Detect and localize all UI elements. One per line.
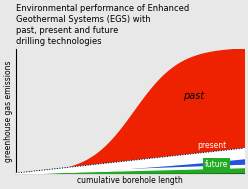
Text: past: past: [183, 91, 204, 101]
Text: present: present: [197, 141, 227, 150]
X-axis label: cumulative borehole length: cumulative borehole length: [77, 176, 183, 185]
Text: Environmental performance of Enhanced
Geothermal Systems (EGS) with
past, presen: Environmental performance of Enhanced Ge…: [16, 4, 189, 46]
Y-axis label: greenhouse gas emissions: greenhouse gas emissions: [4, 60, 13, 162]
Text: future: future: [205, 160, 228, 169]
